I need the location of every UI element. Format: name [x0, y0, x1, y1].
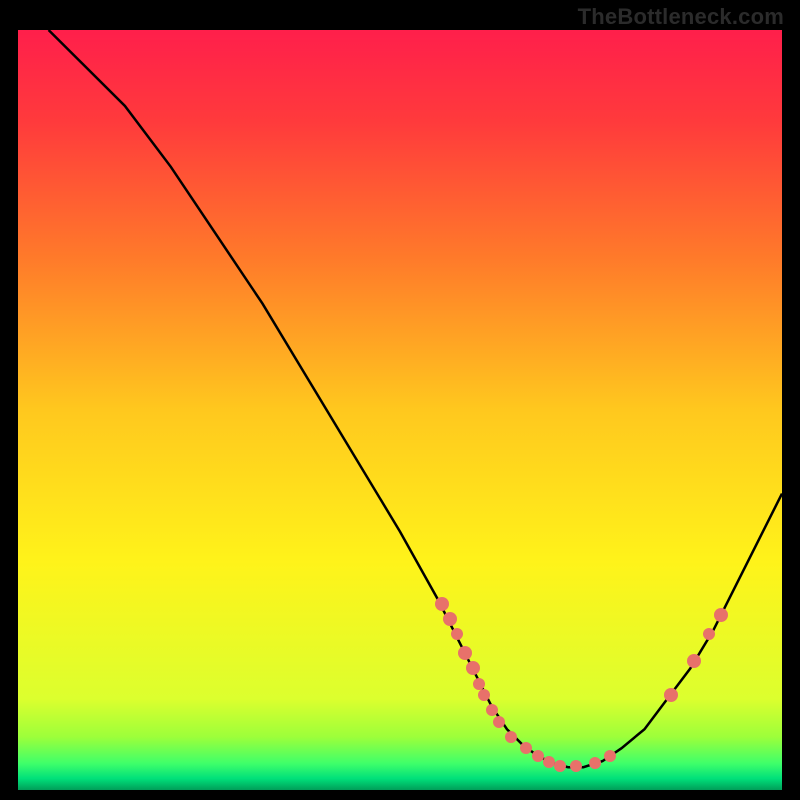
data-marker [664, 688, 678, 702]
data-marker [451, 628, 463, 640]
data-marker [435, 597, 449, 611]
data-marker [703, 628, 715, 640]
markers-layer [18, 30, 782, 790]
data-marker [505, 731, 517, 743]
data-marker [543, 756, 555, 768]
data-marker [458, 646, 472, 660]
data-marker [604, 750, 616, 762]
data-marker [554, 760, 566, 772]
plot-area [18, 30, 782, 790]
data-marker [589, 757, 601, 769]
data-marker [478, 689, 490, 701]
data-marker [443, 612, 457, 626]
data-marker [486, 704, 498, 716]
data-marker [466, 661, 480, 675]
data-marker [714, 608, 728, 622]
data-marker [532, 750, 544, 762]
watermark-label: TheBottleneck.com [578, 4, 784, 30]
chart-canvas: TheBottleneck.com [0, 0, 800, 800]
data-marker [687, 654, 701, 668]
data-marker [520, 742, 532, 754]
data-marker [570, 760, 582, 772]
data-marker [473, 678, 485, 690]
data-marker [493, 716, 505, 728]
